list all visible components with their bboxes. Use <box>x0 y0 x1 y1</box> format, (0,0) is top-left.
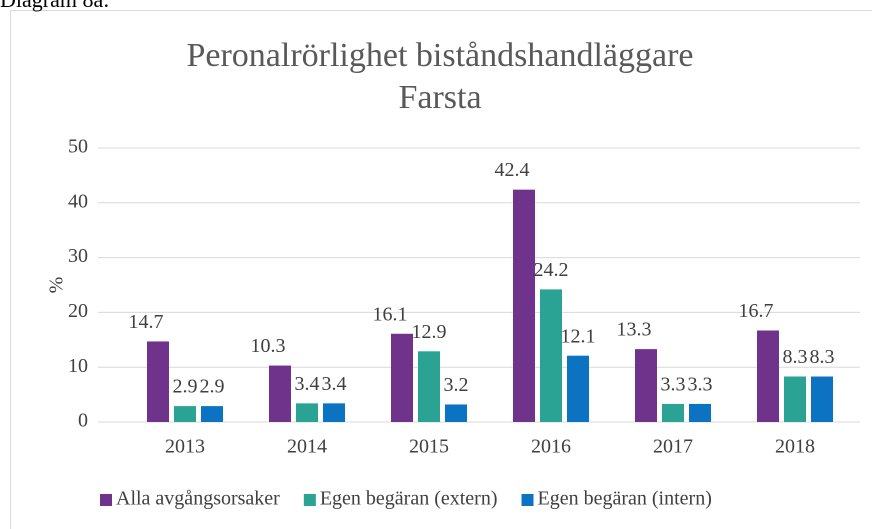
data-label: 12.1 <box>561 325 596 347</box>
legend-label: Alla avgångsorsaker <box>116 488 280 510</box>
chart-border <box>10 10 872 529</box>
y-tick-label: 0 <box>78 410 88 432</box>
data-label: 8.3 <box>810 346 835 368</box>
data-label: 24.2 <box>534 259 569 281</box>
data-label: 13.3 <box>617 319 652 341</box>
data-label: 3.3 <box>688 374 713 396</box>
x-tick-label: 2017 <box>653 436 693 458</box>
bar <box>174 406 196 422</box>
data-label: 10.3 <box>251 335 286 357</box>
bar <box>418 351 440 422</box>
x-tick-label: 2015 <box>409 436 449 458</box>
data-label: 3.3 <box>661 374 686 396</box>
bar <box>296 403 318 422</box>
bar <box>811 376 833 422</box>
caption: Diagram 8a: <box>0 0 109 12</box>
y-tick-label: 50 <box>68 136 88 158</box>
x-tick-label: 2013 <box>165 436 205 458</box>
data-label: 42.4 <box>495 159 530 181</box>
data-label: 3.2 <box>444 374 469 396</box>
bar <box>662 403 684 422</box>
bar <box>147 341 169 422</box>
chart-title: Peronalrörlighet biståndshandläggare <box>186 37 693 74</box>
bar <box>689 403 711 422</box>
chart-title: Farsta <box>398 79 481 116</box>
bar <box>513 189 535 422</box>
data-label: 14.7 <box>129 311 164 333</box>
bar <box>391 333 413 422</box>
legend-swatch <box>303 494 316 506</box>
bar <box>567 355 589 422</box>
legend-label: Egen begäran (intern) <box>538 488 712 510</box>
data-label: 2.9 <box>173 376 198 398</box>
bar <box>635 349 657 422</box>
data-label: 16.1 <box>373 303 408 325</box>
bar <box>757 330 779 422</box>
data-label: 3.4 <box>322 373 347 395</box>
y-tick-label: 40 <box>68 190 88 212</box>
legend-label: Egen begäran (extern) <box>320 488 498 510</box>
x-tick-label: 2016 <box>531 436 571 458</box>
y-axis-label: % <box>46 277 68 294</box>
bar <box>323 403 345 422</box>
x-tick-label: 2018 <box>775 436 815 458</box>
legend-swatch <box>100 494 112 506</box>
y-tick-label: 20 <box>68 300 88 322</box>
y-tick-label: 10 <box>68 355 88 377</box>
data-label: 12.9 <box>412 321 447 343</box>
x-tick-label: 2014 <box>287 436 327 458</box>
data-label: 8.3 <box>783 346 808 368</box>
bar <box>540 289 562 422</box>
y-tick-label: 30 <box>68 245 88 267</box>
data-label: 2.9 <box>200 376 225 398</box>
bar <box>201 406 223 422</box>
legend-swatch <box>521 494 534 506</box>
data-label: 3.4 <box>295 373 320 395</box>
data-label: 16.7 <box>739 300 774 322</box>
bar <box>269 365 291 422</box>
bar <box>445 404 467 422</box>
bar <box>784 376 806 422</box>
